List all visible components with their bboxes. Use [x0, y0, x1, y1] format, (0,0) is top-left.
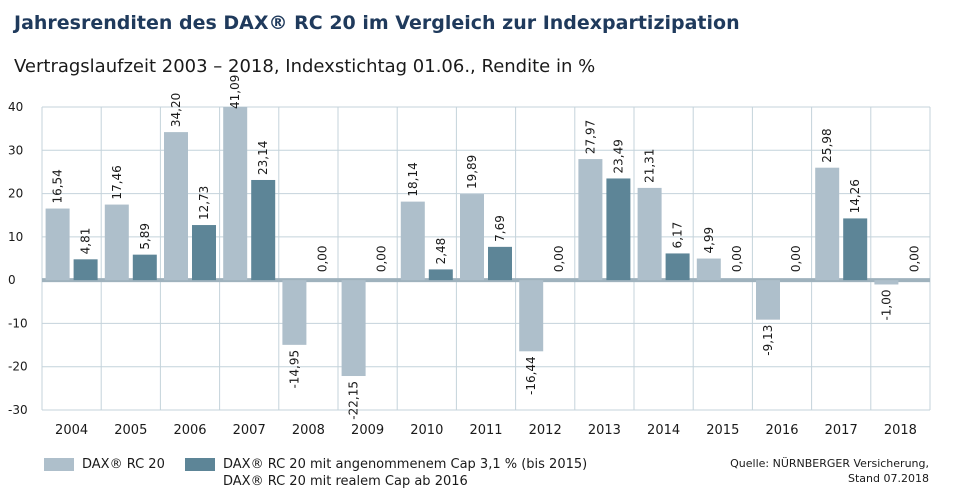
x-tick-label: 2009	[351, 423, 384, 438]
legend-item-dax-rc20-cap: DAX® RC 20 mit angenommenem Cap 3,1 % (b…	[185, 456, 587, 490]
data-label-series2: 12,73	[197, 186, 211, 220]
x-tick-label: 2012	[529, 423, 562, 438]
bar-series1	[756, 280, 780, 320]
x-tick-label: 2013	[588, 423, 621, 438]
y-tick-label: -10	[8, 316, 28, 330]
bar-series1	[341, 280, 366, 377]
source-line-2: Stand 07.2018	[848, 472, 929, 485]
data-label-series2: 14,26	[848, 179, 862, 213]
bar-series1	[815, 167, 840, 281]
source-line-1: Quelle: NÜRNBERGER Versicherung,	[730, 457, 929, 470]
data-label-series1: -14,95	[287, 350, 301, 389]
x-tick-label: 2011	[469, 423, 502, 438]
data-label-series1: -16,44	[524, 356, 538, 395]
data-label-series1: 21,31	[643, 149, 657, 183]
data-label-series2: 0,00	[315, 245, 329, 272]
x-tick-label: 2010	[410, 423, 443, 438]
data-label-series2: 6,17	[671, 222, 685, 249]
x-tick-label: 2016	[765, 423, 798, 438]
data-label-series1: 25,98	[820, 128, 834, 162]
data-label-series2: 0,00	[552, 245, 566, 272]
data-label-series2: 23,49	[611, 139, 625, 173]
bar-series1	[400, 201, 425, 281]
data-label-series2: 0,00	[375, 245, 389, 272]
bar-series1	[519, 280, 544, 352]
bar-series1	[874, 280, 899, 285]
bar-series1	[637, 187, 662, 281]
y-tick-label: -30	[8, 403, 28, 417]
y-tick-label: 0	[8, 273, 16, 287]
x-tick-label: 2004	[55, 423, 88, 438]
x-tick-label: 2015	[706, 423, 739, 438]
data-label-series1: 17,46	[110, 165, 124, 199]
data-label-series1: -1,00	[879, 289, 893, 320]
x-tick-label: 2006	[173, 423, 206, 438]
bar-series2	[192, 225, 216, 281]
data-label-series1: 4,99	[702, 227, 716, 254]
x-tick-label: 2005	[114, 423, 147, 438]
data-label-series2: 4,81	[79, 228, 93, 255]
x-tick-label: 2014	[647, 423, 680, 438]
bar-series2	[251, 179, 276, 281]
bar-series2	[843, 218, 868, 281]
y-tick-label: 20	[8, 187, 23, 201]
data-label-series2: 2,48	[434, 238, 448, 265]
source-note: Quelle: NÜRNBERGER Versicherung, Stand 0…	[699, 456, 929, 486]
data-label-series2: 7,69	[493, 215, 507, 242]
data-label-series1: 27,97	[583, 120, 597, 154]
y-tick-label: 40	[8, 100, 23, 114]
data-label-series2: 0,00	[789, 245, 803, 272]
bar-series2	[665, 253, 690, 281]
chart-title: Jahresrenditen des DAX® RC 20 im Verglei…	[14, 12, 740, 34]
bar-series1	[282, 280, 307, 345]
bar-series1	[696, 258, 721, 281]
chart-subtitle: Vertragslaufzeit 2003 – 2018, Indexstich…	[14, 56, 596, 77]
legend-swatch-dax-rc20-cap	[185, 458, 215, 471]
x-tick-label: 2007	[233, 423, 266, 438]
y-tick-label: -20	[8, 360, 28, 374]
legend-label-dax-rc20-cap: DAX® RC 20 mit angenommenem Cap 3,1 % (b…	[223, 456, 587, 490]
zero-line	[42, 278, 930, 283]
bar-series2	[428, 269, 453, 281]
legend-label-cap-line1: DAX® RC 20 mit angenommenem Cap 3,1 % (b…	[223, 457, 588, 472]
data-label-series2: 23,14	[256, 141, 270, 175]
y-tick-label: 10	[8, 230, 23, 244]
data-label-series1: 19,89	[465, 155, 479, 189]
legend-label-dax-rc20: DAX® RC 20	[82, 457, 165, 472]
x-tick-label: 2017	[825, 423, 858, 438]
data-label-series2: 0,00	[730, 245, 744, 272]
bar-series1	[460, 194, 484, 281]
data-label-series2: 0,00	[907, 245, 921, 272]
legend-swatch-dax-rc20	[44, 458, 74, 471]
bar-series1	[223, 107, 248, 281]
data-label-series1: 41,09	[228, 75, 242, 109]
bar-series1	[578, 159, 603, 281]
bar-series2	[132, 254, 157, 281]
data-label-series2: 5,89	[138, 223, 152, 250]
bar-series2	[488, 246, 512, 281]
data-label-series1: -22,15	[347, 381, 361, 420]
bar-series1	[45, 208, 70, 281]
data-label-series1: -9,13	[761, 325, 775, 356]
bar-series2	[73, 259, 98, 281]
legend-label-cap-line2: DAX® RC 20 mit realem Cap ab 2016	[223, 474, 468, 489]
legend-item-dax-rc20: DAX® RC 20	[44, 456, 165, 473]
data-label-series1: 34,20	[169, 93, 183, 127]
bar-series2	[606, 178, 631, 281]
bar-series1	[164, 132, 188, 281]
data-label-series1: 16,54	[51, 169, 65, 203]
data-label-series1: 18,14	[406, 162, 420, 196]
x-tick-label: 2008	[292, 423, 325, 438]
bar-series1	[104, 204, 129, 281]
x-tick-label: 2018	[884, 423, 917, 438]
y-tick-label: 30	[8, 143, 23, 157]
